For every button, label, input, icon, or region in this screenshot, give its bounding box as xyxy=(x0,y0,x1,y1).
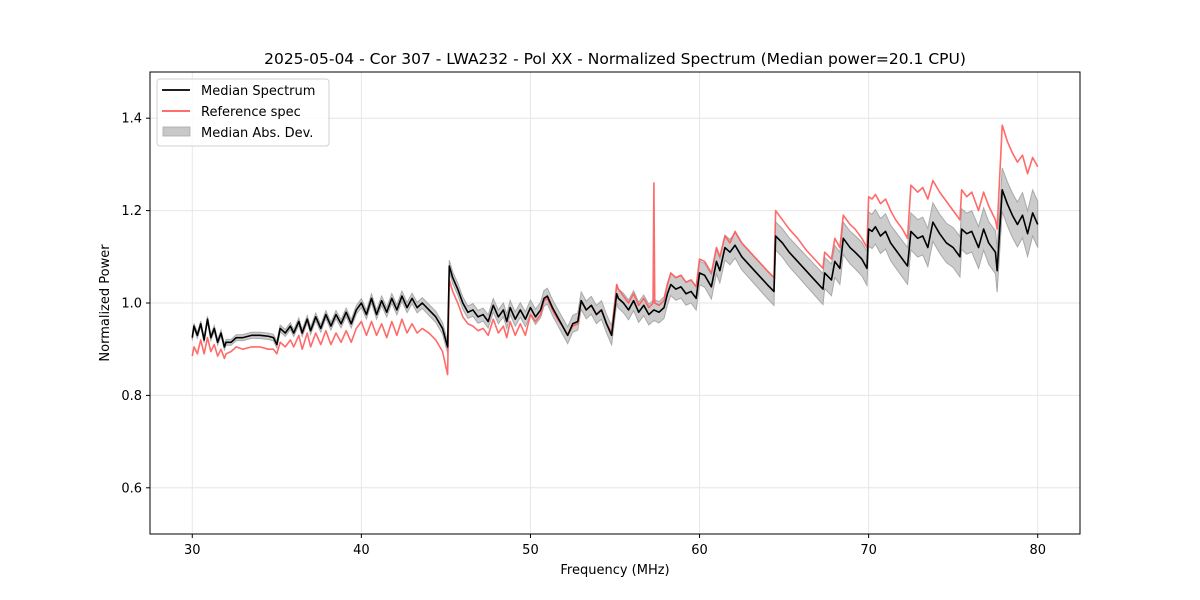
grid-lines xyxy=(150,72,1080,534)
x-tick-label: 50 xyxy=(522,543,539,558)
y-axis: 0.6 0.8 1.0 1.2 1.4 xyxy=(121,112,150,496)
x-tick-label: 70 xyxy=(860,543,877,558)
y-tick-label: 0.6 xyxy=(121,481,142,496)
legend-label-reference: Reference spec xyxy=(201,105,301,120)
legend-label-mad: Median Abs. Dev. xyxy=(201,126,313,141)
x-tick-label: 60 xyxy=(691,543,708,558)
x-axis: 30 40 50 60 70 80 xyxy=(184,534,1046,558)
y-axis-label: Normalized Power xyxy=(98,244,113,362)
legend-box xyxy=(156,78,330,147)
legend: Median Spectrum Reference spec Median Ab… xyxy=(156,78,330,147)
median-abs-dev-band xyxy=(191,167,1039,353)
x-tick-label: 80 xyxy=(1029,543,1046,558)
y-tick-label: 1.0 xyxy=(121,297,142,312)
x-axis-label: Frequency (MHz) xyxy=(560,563,669,578)
y-tick-label: 1.4 xyxy=(121,112,142,127)
x-tick-label: 30 xyxy=(184,543,201,558)
plot-content xyxy=(191,124,1039,376)
y-tick-label: 1.2 xyxy=(121,204,142,219)
chart-title: 2025-05-04 - Cor 307 - LWA232 - Pol XX -… xyxy=(264,50,966,68)
median-spectrum-line xyxy=(191,189,1039,348)
legend-swatch-mad xyxy=(162,126,191,137)
x-tick-label: 40 xyxy=(353,543,370,558)
legend-label-median: Median Spectrum xyxy=(201,84,315,99)
y-tick-label: 0.8 xyxy=(121,389,142,404)
